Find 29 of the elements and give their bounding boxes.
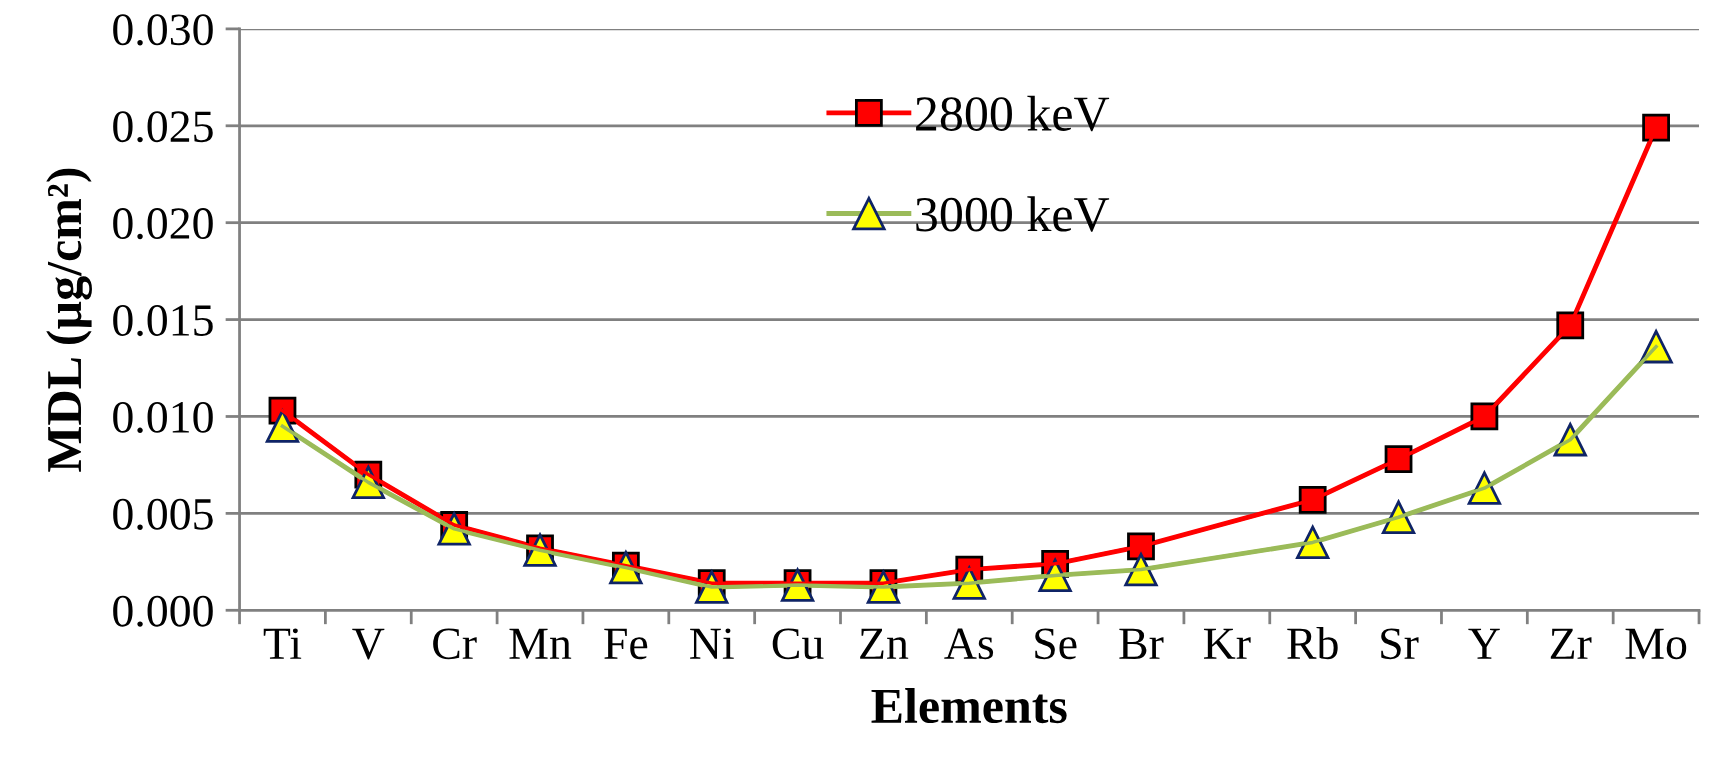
y-axis-title: MDL (µg/cm²) xyxy=(46,168,92,472)
y-tick-label: 0.010 xyxy=(113,401,213,434)
x-tick-label: Fe xyxy=(604,628,648,660)
x-tick-label: Se xyxy=(1035,628,1077,660)
x-tick-label: Ni xyxy=(690,628,734,659)
x-axis-title: Elements xyxy=(871,687,1067,724)
x-tick-label: V xyxy=(352,628,385,660)
x-tick-label: Cr xyxy=(433,628,477,660)
x-tick-label: Rb xyxy=(1287,626,1338,660)
y-tick-label: 0.005 xyxy=(113,498,213,530)
y-tick-label: 0.025 xyxy=(113,111,213,143)
x-tick-label: Y xyxy=(1468,628,1500,659)
x-tick-label: Sr xyxy=(1381,628,1419,660)
y-tick-label: 0.020 xyxy=(113,208,213,240)
x-tick-label: Kr xyxy=(1203,628,1251,659)
legend-label: 3000 keV xyxy=(916,196,1110,232)
x-tick-label: Mo xyxy=(1625,628,1687,660)
x-tick-label: Ti xyxy=(263,628,302,659)
x-tick-label: Br xyxy=(1119,628,1164,659)
point xyxy=(1642,113,1670,142)
y-tick-label: 0.015 xyxy=(113,305,213,337)
x-tick-label: Mn xyxy=(509,628,572,659)
x-tick-label: Cu xyxy=(772,628,824,660)
legend-label: 2800 keV xyxy=(916,95,1110,132)
x-tick-label: Zr xyxy=(1550,628,1592,659)
x-tick-label: Zn xyxy=(860,628,909,659)
y-tick-label: 0.000 xyxy=(113,595,213,627)
y-tick-label: 0.030 xyxy=(113,14,213,46)
x-tick-label: As xyxy=(944,628,994,660)
